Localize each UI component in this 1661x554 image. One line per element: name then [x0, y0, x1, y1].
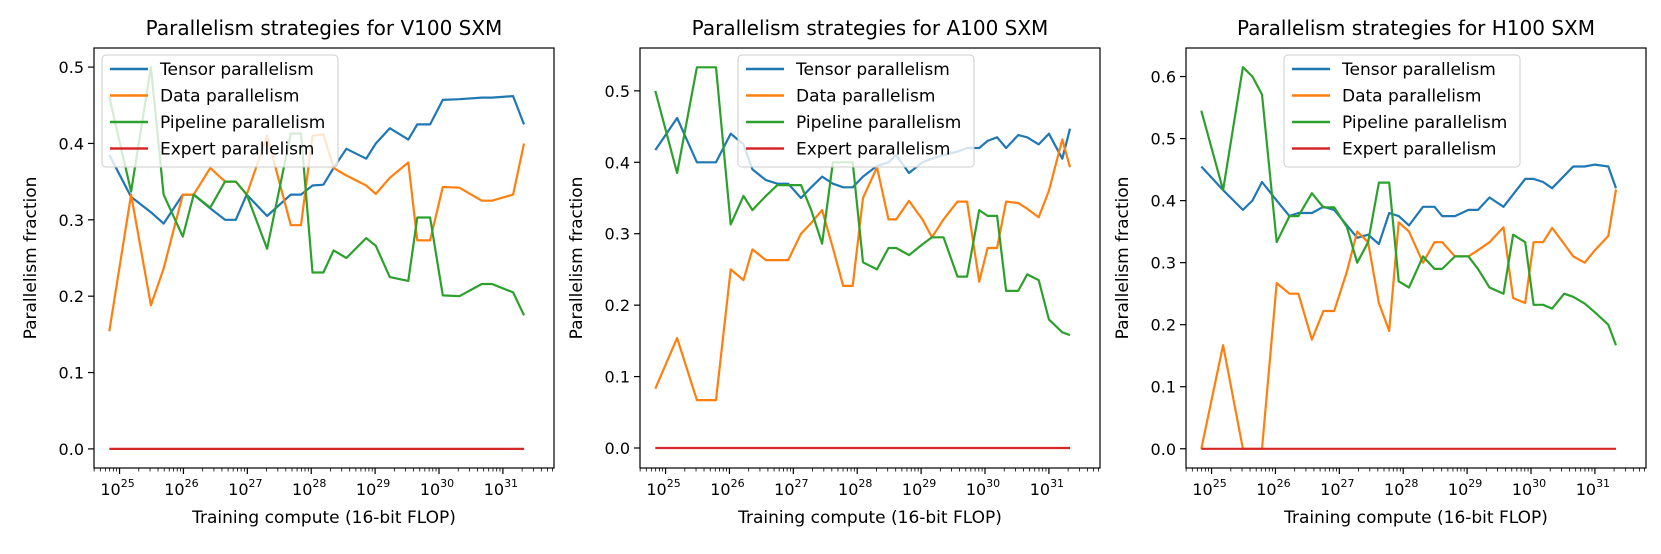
legend-label: Data parallelism: [160, 87, 299, 107]
legend-label: Pipeline parallelism: [1342, 113, 1507, 133]
series-line-pipeline-parallelism: [654, 66, 1071, 337]
x-tick-label: 1027: [1320, 477, 1354, 499]
panel-h100: Parallelism strategies for H100 SXM 0.00…: [1113, 16, 1647, 528]
x-tick-label: 1028: [838, 477, 872, 499]
x-tick-label: 1028: [292, 477, 326, 499]
y-tick-label: 0.5: [605, 82, 630, 101]
chart-title: Parallelism strategies for V100 SXM: [146, 16, 503, 40]
y-tick-label: 0.6: [1151, 68, 1176, 87]
y-tick-label: 0.1: [1151, 378, 1176, 397]
legend-label: Tensor parallelism: [795, 60, 950, 80]
x-tick-label: 1029: [1448, 477, 1482, 499]
y-tick-label: 0.0: [59, 440, 84, 459]
x-ticks: 1025 1026 1027 1028 1029 1030 1031: [93, 468, 554, 499]
plot-area: [108, 66, 526, 450]
x-tick-label: 1030: [1512, 477, 1546, 499]
legend-label: Tensor parallelism: [1341, 60, 1496, 80]
x-tick-label: 1031: [1576, 477, 1610, 499]
y-axis-label: Parallelism fraction: [1113, 177, 1133, 340]
y-tick-label: 0.3: [605, 225, 630, 244]
legend-label: Pipeline parallelism: [796, 113, 961, 133]
legend-label: Pipeline parallelism: [160, 113, 325, 133]
x-tick-label: 1027: [774, 477, 808, 499]
y-tick-label: 0.3: [59, 211, 84, 230]
legend-label: Data parallelism: [796, 87, 935, 107]
y-axis-label: Parallelism fraction: [567, 177, 587, 340]
y-ticks: 0.0 0.1 0.2 0.3 0.4 0.5 0.6: [1151, 68, 1186, 459]
y-ticks: 0.0 0.1 0.2 0.3 0.4 0.5: [59, 58, 94, 459]
x-tick-label: 1027: [228, 477, 262, 499]
x-axis-label: Training compute (16-bit FLOP): [191, 508, 456, 528]
y-tick-label: 0.2: [605, 296, 630, 315]
x-tick-label: 1029: [902, 477, 936, 499]
axes-frame: [639, 47, 1101, 469]
y-tick-label: 0.2: [1151, 316, 1176, 335]
legend-label: Data parallelism: [1342, 87, 1481, 107]
panel-a100: Parallelism strategies for A100 SXM 0.00…: [567, 16, 1101, 528]
y-tick-label: 0.0: [1151, 440, 1176, 459]
y-tick-label: 0.1: [605, 368, 630, 387]
y-ticks: 0.0 0.1 0.2 0.3 0.4 0.5: [605, 82, 640, 458]
x-tick-label: 1025: [100, 477, 134, 499]
y-tick-label: 0.4: [59, 134, 84, 153]
y-tick-label: 0.3: [1151, 254, 1176, 273]
x-tick-label: 1025: [646, 477, 680, 499]
legend: Tensor parallelism Data parallelism Pipeli…: [101, 54, 339, 168]
legend-label: Tensor parallelism: [159, 60, 314, 80]
y-tick-label: 0.5: [59, 58, 84, 77]
y-tick-label: 0.0: [605, 439, 630, 458]
legend-label: Expert parallelism: [1342, 140, 1497, 160]
x-tick-label: 1030: [420, 477, 454, 499]
legend-label: Expert parallelism: [160, 140, 315, 160]
x-ticks: 1025 1026 1027 1028 1029 1030 1031: [639, 468, 1100, 499]
x-axis-label: Training compute (16-bit FLOP): [737, 508, 1002, 528]
axes-frame: [1185, 47, 1647, 469]
x-tick-label: 1031: [1030, 477, 1064, 499]
axes-frame: [93, 47, 555, 469]
y-tick-label: 0.4: [1151, 192, 1176, 211]
plot-area: [1200, 66, 1618, 450]
x-tick-label: 1026: [1256, 477, 1290, 499]
y-tick-label: 0.4: [605, 153, 630, 172]
legend-box: [101, 54, 339, 168]
chart-title: Parallelism strategies for A100 SXM: [692, 16, 1049, 40]
series-line-data-parallelism: [1200, 189, 1618, 450]
x-tick-label: 1031: [484, 477, 518, 499]
legend-box: [1283, 54, 1521, 168]
legend: Tensor parallelism Data parallelism Pipeli…: [1283, 54, 1521, 168]
x-tick-label: 1026: [164, 477, 198, 499]
x-tick-label: 1030: [966, 477, 1000, 499]
x-tick-label: 1025: [1192, 477, 1226, 499]
x-tick-label: 1026: [710, 477, 744, 499]
x-axis-label: Training compute (16-bit FLOP): [1283, 508, 1548, 528]
legend-box: [737, 54, 975, 168]
chart-title: Parallelism strategies for H100 SXM: [1237, 16, 1595, 40]
y-axis-label: Parallelism fraction: [21, 177, 41, 340]
y-tick-label: 0.1: [59, 364, 84, 383]
legend-label: Expert parallelism: [796, 140, 951, 160]
series-line-pipeline-parallelism: [108, 66, 525, 316]
series-line-pipeline-parallelism: [1200, 66, 1618, 346]
x-tick-label: 1029: [356, 477, 390, 499]
x-ticks: 1025 1026 1027 1028 1029 1030 1031: [1185, 468, 1646, 499]
x-tick-label: 1028: [1384, 477, 1418, 499]
y-tick-label: 0.5: [1151, 130, 1176, 149]
y-tick-label: 0.2: [59, 287, 84, 306]
legend: Tensor parallelism Data parallelism Pipeli…: [737, 54, 975, 168]
panel-v100: Parallelism strategies for V100 SXM 0.00…: [21, 16, 555, 528]
